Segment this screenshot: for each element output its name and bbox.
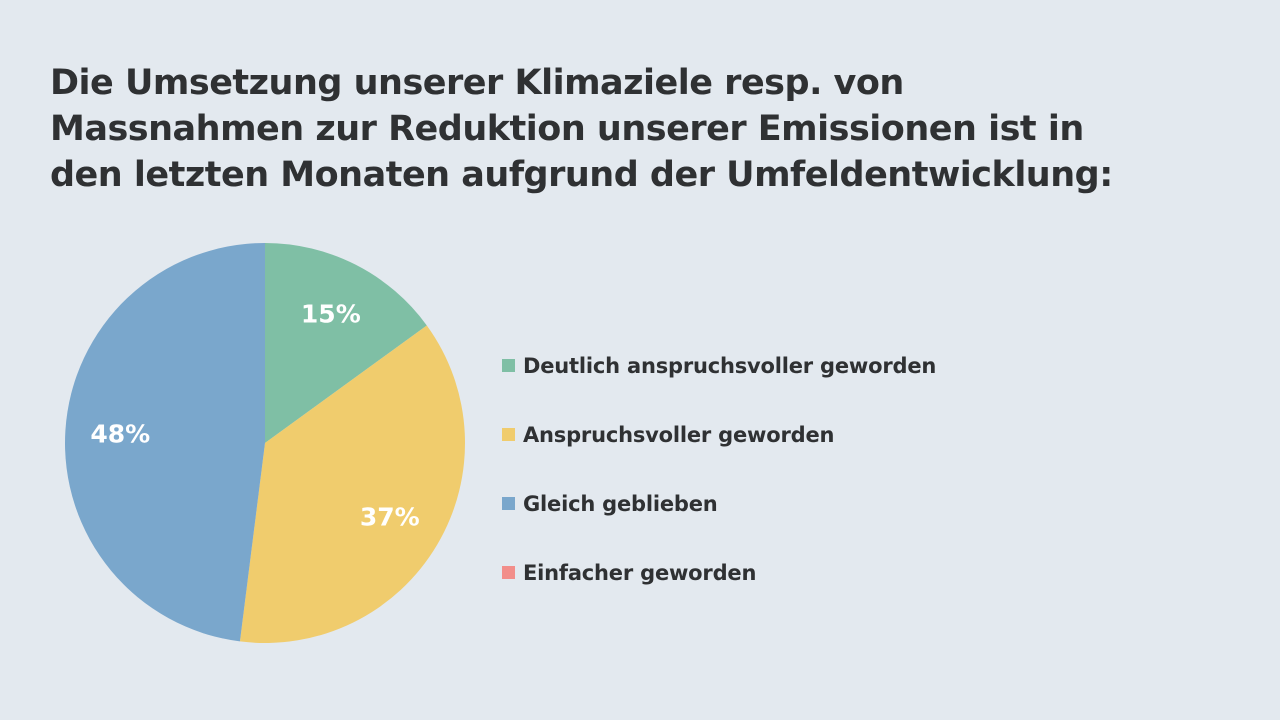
legend-label: Gleich geblieben <box>523 491 718 516</box>
pie-slice <box>239 325 465 643</box>
legend-swatch <box>502 428 515 441</box>
pie-slice <box>265 243 427 443</box>
legend-swatch <box>502 566 515 579</box>
legend-label: Deutlich anspruchsvoller geworden <box>523 353 937 378</box>
legend-label: Anspruchsvoller geworden <box>523 422 835 447</box>
slide-title: Die Umsetzung unserer Klimaziele resp. v… <box>50 60 1170 198</box>
slice-data-label: 37% <box>360 502 420 531</box>
pie-slice <box>65 243 266 642</box>
legend-item: Einfacher geworden <box>502 543 936 612</box>
slice-data-label: 48% <box>90 419 150 448</box>
legend-item: Gleich geblieben <box>502 474 936 543</box>
legend-swatch <box>502 359 515 372</box>
slice-data-label: 15% <box>301 299 361 328</box>
title-line: Die Umsetzung unserer Klimaziele resp. v… <box>50 63 904 103</box>
chart-legend: Deutlich anspruchsvoller geworden Anspru… <box>502 336 936 612</box>
title-line: Massnahmen zur Reduktion unserer Emissio… <box>50 109 1084 149</box>
title-line: den letzten Monaten aufgrund der Umfelde… <box>50 155 1113 195</box>
legend-swatch <box>502 497 515 510</box>
legend-item: Anspruchsvoller geworden <box>502 405 936 474</box>
legend-item: Deutlich anspruchsvoller geworden <box>502 336 936 405</box>
legend-label: Einfacher geworden <box>523 560 757 585</box>
